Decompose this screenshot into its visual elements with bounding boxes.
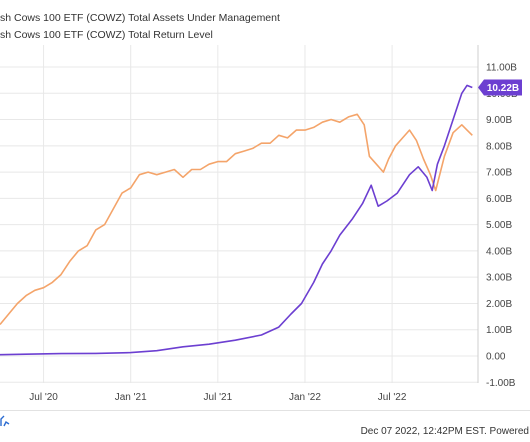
y-tick-label: 1.00B xyxy=(486,325,512,336)
x-tick-label: Jul '20 xyxy=(29,392,58,403)
callout-badge xyxy=(478,79,522,96)
y-tick-label: 7.00B xyxy=(486,168,512,179)
y-tick-label: 11.00B xyxy=(486,63,517,74)
y-tick-label: 3.00B xyxy=(486,273,512,284)
y-tick-label: 5.00B xyxy=(486,220,512,231)
y-tick-label: 9.00B xyxy=(486,115,512,126)
x-tick-label: Jul '21 xyxy=(204,392,233,403)
y-tick-label: -1.00B xyxy=(486,378,516,389)
y-tick-label: 2.00B xyxy=(486,299,512,310)
last-value-callout: 10.22B xyxy=(478,79,522,96)
series-line-total-return xyxy=(0,113,473,326)
x-tick-label: Jan '21 xyxy=(115,392,147,403)
footer-divider xyxy=(0,410,530,411)
callout-label: 10.22B xyxy=(487,83,519,94)
y-tick-label: 4.00B xyxy=(486,246,512,257)
legend-item-total-return: sh Cows 100 ETF (COWZ) Total Return Leve… xyxy=(0,29,213,41)
y-tick-label: 8.00B xyxy=(486,141,512,152)
chart-legend: sh Cows 100 ETF (COWZ) Total Assets Unde… xyxy=(0,10,280,44)
footer-timestamp: Dec 07 2022, 12:42PM EST. Powered xyxy=(360,426,529,437)
x-tick-label: Jan '22 xyxy=(289,392,321,403)
x-tick-label: Jul '22 xyxy=(378,392,407,403)
legend-item-aum: sh Cows 100 ETF (COWZ) Total Assets Unde… xyxy=(0,12,280,24)
chart-footer: Dec 07 2022, 12:42PM EST. Powered xyxy=(0,410,530,442)
y-tick-label: 6.00B xyxy=(486,194,512,205)
series-line-aum xyxy=(0,84,473,356)
brand-logo-icon xyxy=(0,415,10,427)
y-tick-label: 0.00 xyxy=(486,352,506,363)
